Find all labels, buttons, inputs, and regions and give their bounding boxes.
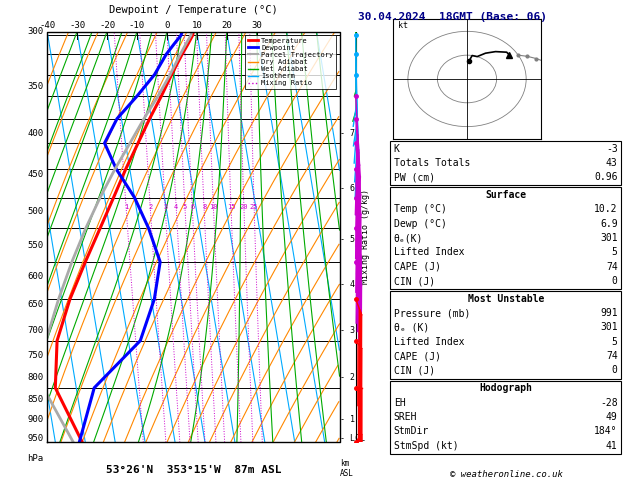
Text: Pressure (mb): Pressure (mb) — [394, 308, 470, 318]
Text: 5: 5 — [612, 247, 618, 258]
Text: 10.2: 10.2 — [594, 204, 618, 214]
Text: Hodograph: Hodograph — [479, 383, 532, 393]
Text: 6: 6 — [190, 204, 194, 209]
Text: 750: 750 — [27, 350, 43, 360]
Text: 700: 700 — [27, 326, 43, 335]
Text: 550: 550 — [27, 241, 43, 250]
Text: -10: -10 — [129, 21, 145, 30]
Text: 0: 0 — [164, 21, 170, 30]
Text: 8: 8 — [202, 204, 206, 209]
Text: 30.04.2024  18GMT (Base: 06): 30.04.2024 18GMT (Base: 06) — [359, 12, 547, 22]
Text: 10: 10 — [209, 204, 218, 209]
Text: EH: EH — [394, 398, 406, 408]
Text: 650: 650 — [27, 300, 43, 309]
Text: 5: 5 — [183, 204, 187, 209]
Text: 500: 500 — [27, 208, 43, 216]
Text: 2: 2 — [148, 204, 152, 209]
Text: 41: 41 — [606, 440, 618, 451]
Text: Surface: Surface — [485, 190, 526, 200]
Text: - LCL: - LCL — [340, 434, 365, 443]
Text: -3: -3 — [606, 143, 618, 154]
Text: © weatheronline.co.uk: © weatheronline.co.uk — [450, 469, 563, 479]
Text: 350: 350 — [27, 82, 43, 90]
Text: 0.96: 0.96 — [594, 172, 618, 182]
Text: - 4: - 4 — [340, 280, 355, 289]
Polygon shape — [360, 434, 362, 486]
Polygon shape — [360, 310, 362, 437]
Text: -20: -20 — [99, 21, 115, 30]
Text: Totals Totals: Totals Totals — [394, 158, 470, 168]
Text: - 7: - 7 — [340, 129, 355, 138]
Text: Lifted Index: Lifted Index — [394, 247, 464, 258]
Polygon shape — [360, 388, 362, 486]
Text: Temp (°C): Temp (°C) — [394, 204, 447, 214]
Text: CIN (J): CIN (J) — [394, 365, 435, 376]
Polygon shape — [360, 278, 362, 405]
Text: 74: 74 — [606, 261, 618, 272]
Text: 6.9: 6.9 — [600, 219, 618, 229]
Text: CIN (J): CIN (J) — [394, 276, 435, 286]
Text: 43: 43 — [606, 158, 618, 168]
Polygon shape — [360, 346, 362, 472]
Text: 0: 0 — [612, 276, 618, 286]
Text: Dewp (°C): Dewp (°C) — [394, 219, 447, 229]
Text: 4: 4 — [174, 204, 179, 209]
Text: km
ASL: km ASL — [340, 459, 354, 478]
Text: - 5: - 5 — [340, 235, 355, 243]
Text: -30: -30 — [69, 21, 85, 30]
Text: Dewpoint / Temperature (°C): Dewpoint / Temperature (°C) — [109, 5, 278, 15]
Text: 950: 950 — [27, 434, 43, 443]
Text: 10: 10 — [191, 21, 202, 30]
Text: 20: 20 — [221, 21, 232, 30]
Text: Lifted Index: Lifted Index — [394, 337, 464, 347]
Text: -40: -40 — [39, 21, 55, 30]
Text: StmDir: StmDir — [394, 426, 429, 436]
Text: 991: 991 — [600, 308, 618, 318]
Text: 900: 900 — [27, 415, 43, 424]
Text: 49: 49 — [606, 412, 618, 422]
Text: 450: 450 — [27, 170, 43, 179]
Text: - 6: - 6 — [340, 184, 355, 193]
Text: 300: 300 — [27, 27, 43, 36]
Text: 20: 20 — [240, 204, 248, 209]
Text: 1: 1 — [124, 204, 128, 209]
Polygon shape — [360, 249, 362, 376]
Text: SREH: SREH — [394, 412, 417, 422]
Text: Most Unstable: Most Unstable — [467, 294, 544, 304]
Text: 53°26'N  353°15'W  87m ASL: 53°26'N 353°15'W 87m ASL — [106, 465, 281, 475]
Text: 3: 3 — [163, 204, 167, 209]
Text: 600: 600 — [27, 272, 43, 281]
Text: CAPE (J): CAPE (J) — [394, 261, 441, 272]
Text: Mixing Ratio (g/kg): Mixing Ratio (g/kg) — [362, 190, 370, 284]
Text: 850: 850 — [27, 395, 43, 404]
Text: CAPE (J): CAPE (J) — [394, 351, 441, 361]
Text: 184°: 184° — [594, 426, 618, 436]
Text: -28: -28 — [600, 398, 618, 408]
Text: 301: 301 — [600, 322, 618, 332]
Text: 15: 15 — [227, 204, 235, 209]
Text: 800: 800 — [27, 373, 43, 382]
Text: StmSpd (kt): StmSpd (kt) — [394, 440, 459, 451]
Text: K: K — [394, 143, 399, 154]
Text: kt: kt — [398, 21, 408, 30]
Text: θₑ (K): θₑ (K) — [394, 322, 429, 332]
Text: - 3: - 3 — [340, 326, 355, 335]
Text: PW (cm): PW (cm) — [394, 172, 435, 182]
Text: 25: 25 — [250, 204, 259, 209]
Text: 74: 74 — [606, 351, 618, 361]
Text: θₑ(K): θₑ(K) — [394, 233, 423, 243]
Text: - 2: - 2 — [340, 373, 355, 382]
Legend: Temperature, Dewpoint, Parcel Trajectory, Dry Adiabat, Wet Adiabat, Isotherm, Mi: Temperature, Dewpoint, Parcel Trajectory… — [245, 35, 336, 89]
Text: hPa: hPa — [27, 454, 43, 463]
Text: 5: 5 — [612, 337, 618, 347]
Text: 400: 400 — [27, 129, 43, 138]
Text: 0: 0 — [612, 365, 618, 376]
Text: 301: 301 — [600, 233, 618, 243]
Text: 30: 30 — [252, 21, 262, 30]
Text: - 1: - 1 — [340, 415, 355, 424]
